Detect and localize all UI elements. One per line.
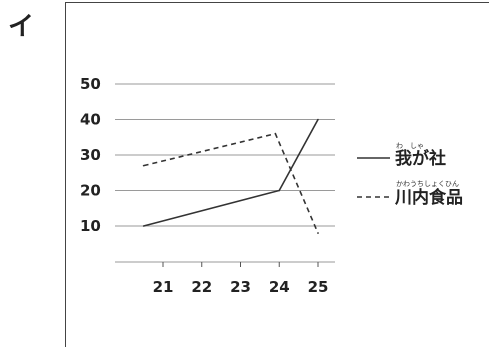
x-tick-label-23: 23 (230, 278, 251, 296)
series-line-1 (143, 119, 319, 227)
series-lines (142, 118, 319, 234)
series-2-point-2 (274, 132, 277, 135)
x-axis-ticks: 21 22 23 24 25 (115, 261, 335, 296)
x-tick-label-24: 24 (269, 278, 290, 296)
y-tick-label-10: 10 (80, 217, 101, 235)
series-1-point-1 (142, 225, 145, 227)
legend-ruby-1: わ しゃ (396, 142, 424, 150)
x-tick-label-21: 21 (153, 278, 174, 296)
series-1-point-3 (317, 118, 319, 121)
y-tick-label-20: 20 (80, 182, 101, 200)
x-tick-label-25: 25 (308, 278, 329, 296)
series-2-point-1 (142, 164, 145, 167)
y-tick-label-40: 40 (80, 111, 101, 129)
series-2-point-3 (317, 232, 319, 234)
series-line-2 (143, 132, 319, 234)
y-tick-label-30: 30 (80, 146, 101, 164)
y-axis-ticks: 10 20 30 40 50 (80, 75, 101, 235)
legend-label-2: 川内食品 (394, 187, 463, 208)
y-tick-label-50: 50 (80, 75, 101, 93)
chart-frame (65, 2, 489, 347)
x-tick-label-22: 22 (191, 278, 212, 296)
series-1-point-2 (278, 189, 281, 192)
legend-label-1: 我が社 (395, 148, 446, 169)
legend-ruby-2: かわうちしょくひん (396, 180, 459, 188)
panel-label: イ (8, 12, 35, 42)
